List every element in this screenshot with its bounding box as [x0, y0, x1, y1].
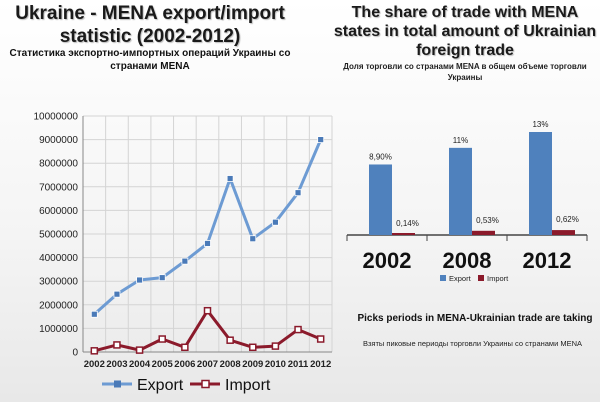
import-data-label: 0,14% — [396, 219, 419, 228]
right-chart-title: The share of trade with MENA states in t… — [333, 4, 597, 59]
export-legend-label: Export — [137, 377, 184, 394]
peaks-caption: Picks periods in MENA-Ukrainian trade ar… — [357, 313, 593, 324]
x-tick-label: 2008 — [220, 359, 241, 370]
export-bar — [529, 132, 552, 235]
import-point — [90, 347, 99, 355]
export-point — [136, 276, 143, 284]
x-tick-label: 2006 — [174, 359, 195, 370]
export-data-label: 8,90% — [369, 152, 392, 161]
line-chart: 0 1000000 2000000 3000000 4000000 5000000 6000… — [34, 112, 333, 394]
y-tick-label: 2000000 — [39, 300, 78, 311]
category-label: 2012 — [523, 248, 572, 273]
import-data-label: 0,62% — [556, 215, 579, 224]
import-point — [135, 346, 144, 354]
export-legend-marker — [114, 380, 121, 388]
import-point — [181, 343, 189, 352]
export-point — [181, 257, 189, 265]
export-point — [158, 274, 166, 282]
left-chart-title: Ukraine - MENA export/import statistic (… — [15, 3, 285, 47]
x-tick-label: 2009 — [242, 359, 263, 370]
import-point — [203, 306, 212, 315]
export-bar — [449, 147, 472, 235]
y-tick-label: 0 — [72, 348, 78, 359]
y-tick-label: 7000000 — [39, 182, 78, 193]
import-point — [226, 336, 234, 344]
export-data-label: 13% — [532, 120, 548, 129]
export-legend-label: Export — [449, 274, 472, 283]
x-tick-label: 2002 — [84, 359, 105, 370]
y-tick-label: 5000000 — [39, 230, 78, 241]
import-bar — [392, 233, 415, 235]
export-point — [272, 218, 279, 226]
import-legend-swatch — [478, 275, 484, 281]
import-bar — [472, 230, 495, 235]
x-tick-label: 2010 — [265, 359, 286, 370]
import-data-label: 0,53% — [476, 216, 499, 225]
export-point — [204, 240, 211, 247]
y-tick-label: 1000000 — [39, 324, 78, 335]
export-bar — [369, 164, 392, 235]
import-legend-marker — [201, 379, 210, 389]
import-bar — [552, 230, 575, 235]
y-tick-label: 9000000 — [39, 135, 78, 146]
import-legend-label: Import — [225, 377, 271, 394]
export-point — [249, 235, 257, 243]
y-tick-label: 8000000 — [39, 159, 78, 170]
x-tick-label: 2012 — [310, 359, 331, 370]
import-legend-label: Import — [487, 274, 509, 283]
x-tick-label: 2011 — [288, 359, 309, 370]
x-tick-label: 2003 — [106, 359, 127, 370]
export-point — [113, 290, 121, 298]
import-point — [249, 343, 257, 352]
x-tick-label: 2005 — [152, 359, 174, 370]
peaks-subcaption: Взяты пиковые периоды торговли Украины с… — [362, 339, 583, 348]
y-tick-label: 4000000 — [39, 253, 78, 264]
bar-chart: 8,90% 0,14% 2002 11% 0,53% 2008 13% 0,62% 2012 Ex… — [346, 120, 588, 283]
category-label: 2002 — [363, 248, 412, 273]
export-point — [226, 175, 234, 182]
import-point — [294, 325, 302, 334]
export-legend-swatch — [440, 275, 446, 281]
x-tick-label: 2007 — [197, 359, 218, 370]
y-tick-label: 10000000 — [34, 112, 79, 123]
category-label: 2008 — [443, 248, 492, 273]
import-point — [158, 335, 166, 343]
import-point — [271, 342, 280, 350]
y-tick-label: 3000000 — [39, 277, 78, 288]
left-chart-subtitle: Статистика экспортно-импортных операций … — [9, 48, 291, 72]
y-tick-label: 6000000 — [39, 206, 78, 217]
export-point — [90, 310, 98, 318]
import-point — [113, 341, 121, 349]
export-point — [294, 189, 302, 197]
import-point — [316, 335, 325, 343]
right-chart-subtitle: Доля торговли со странами MENA в общем о… — [343, 62, 587, 82]
x-tick-label: 2004 — [129, 359, 151, 370]
export-point — [317, 136, 325, 143]
export-data-label: 11% — [453, 136, 468, 145]
